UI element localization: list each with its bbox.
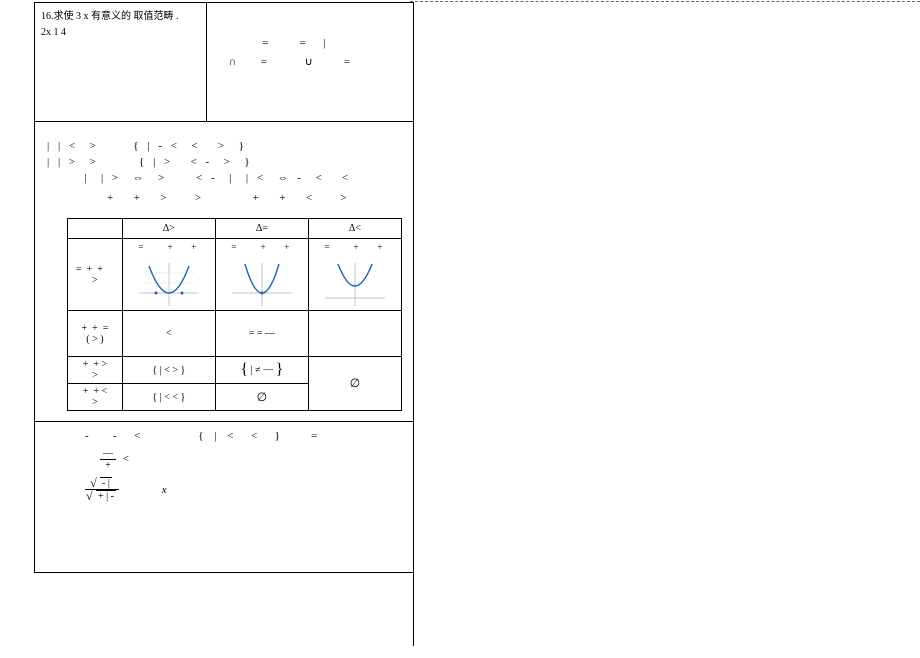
frac-block: — + < [100, 448, 404, 471]
r3-line-1: - - < { | < < } = [45, 430, 404, 442]
parabola-0root-icon [320, 258, 390, 308]
graph-one-root: = + + [215, 239, 308, 311]
r3c2-r: } [276, 361, 284, 378]
r4c2-empty: ∅ [257, 390, 267, 404]
g3-top: = + + [309, 242, 401, 252]
g1-top: = + + [123, 242, 215, 252]
frac-1: — + [100, 448, 116, 471]
r1c0-a: = + + [72, 264, 118, 275]
r3c3: ∅ [308, 357, 401, 411]
r2c0-a: + + = [72, 323, 118, 334]
ineq-line-2: | | > > { | > < - > } [47, 156, 402, 168]
r2c1: < [122, 311, 215, 357]
frac1-op: < [123, 453, 129, 465]
sqrt-frac: - | + | - x [85, 477, 404, 502]
ineq-line-3: | | > ⇔ > < - | | < ⇔ - < < [47, 172, 402, 184]
main-box: 16.求使 3 x 有意义的 取值范畴 . 2x 1 4 = = | ∩ = ∪… [34, 2, 414, 573]
r1c0-b: > [72, 275, 118, 286]
r4c0-b: > [92, 397, 98, 408]
graph-two-roots: = + + [122, 239, 215, 311]
sqrt-bot-bar: + | - [96, 490, 116, 502]
sqrt-bot-icon: + | - [88, 490, 116, 502]
sqrt-frac-inner: - | + | - [85, 477, 119, 502]
r3c0-a: + + > [83, 359, 107, 370]
problem-line-2: 2x 1 4 [41, 25, 200, 41]
set-ops: = = | ∩ = ∪ = [207, 3, 414, 121]
ineq-line-1: | | < > { | - < < > } [47, 140, 402, 152]
frac1-num: — [100, 448, 116, 460]
r2c3 [308, 311, 401, 357]
r1c0: = + + > [68, 239, 123, 311]
eq-line-1: = = | [215, 37, 406, 49]
dashed-line [410, 1, 920, 2]
hdr-blank [68, 219, 123, 239]
row-2: | | < > { | - < < > } | | > > { | > < - … [35, 122, 414, 422]
sqrt-top-icon: - | [92, 477, 112, 489]
graph-no-root: = + + [308, 239, 401, 311]
hdr-delta-eq: Δ= [215, 219, 308, 239]
r2c0-b: ( > ) [72, 334, 118, 345]
r3c1: { | < > } [122, 357, 215, 384]
r3c2: { | ≠ — } [215, 357, 308, 384]
sqrt-top-bar: - | [100, 477, 112, 489]
hdr-delta-lt: Δ< [308, 219, 401, 239]
discriminant-table: Δ> Δ= Δ< = + + > = + + [67, 218, 402, 411]
r3c2-l: { [240, 361, 248, 378]
problem-line-1: 16.求使 3 x 有意义的 取值范畴 . [41, 9, 200, 25]
r3c2-m: | ≠ — [251, 364, 274, 375]
r2c0: + + = ( > ) [68, 311, 123, 357]
problem-16: 16.求使 3 x 有意义的 取值范畴 . 2x 1 4 [35, 3, 207, 121]
r3c0: + + > > [68, 357, 123, 384]
frac1-den: + [100, 460, 116, 471]
r4c0: + + < > [68, 384, 123, 411]
eq-line-2: ∩ = ∪ = [215, 55, 406, 68]
r3c0-b: > [92, 370, 98, 381]
r2c2: = = — [215, 311, 308, 357]
hdr-delta-gt: Δ> [122, 219, 215, 239]
g2-top: = + + [216, 242, 308, 252]
r4c2: ∅ [215, 384, 308, 411]
page: 16.求使 3 x 有意义的 取值范畴 . 2x 1 4 = = | ∩ = ∪… [0, 0, 920, 658]
ineq-line-4: + + > > + + < > [47, 192, 402, 204]
x-var: x [162, 484, 167, 496]
parabola-2roots-icon [134, 258, 204, 308]
r3c3-empty: ∅ [350, 376, 360, 390]
sqrt-den: + | - [85, 490, 119, 502]
parabola-1root-icon [227, 258, 297, 308]
row-1: 16.求使 3 x 有意义的 取值范畴 . 2x 1 4 = = | ∩ = ∪… [35, 3, 414, 122]
row-3: - - < { | < < } = — + < - | + | - [35, 422, 414, 572]
r4c0-a: + + < [83, 386, 107, 397]
r4c1: { | < < } [122, 384, 215, 411]
